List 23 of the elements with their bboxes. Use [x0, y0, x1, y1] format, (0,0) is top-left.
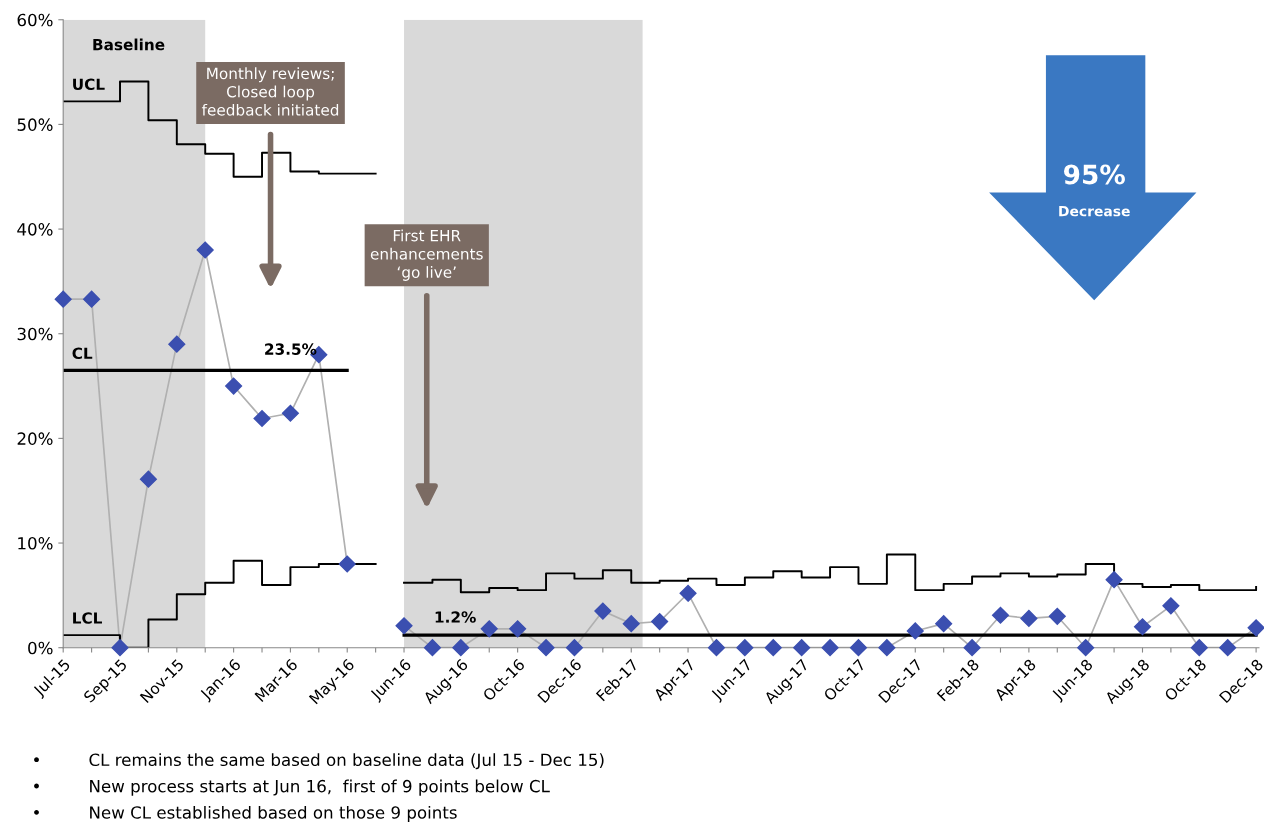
y-tick-label: 50% — [17, 118, 53, 131]
text: New CL established based on those 9 points — [90, 805, 457, 823]
annotation: 95% — [1063, 164, 1125, 185]
y-tick-label: 0% — [28, 641, 53, 655]
series-label: CL — [72, 347, 93, 360]
text: • — [34, 809, 39, 815]
annotation: Baseline — [93, 38, 165, 51]
y-tick-label: 40% — [17, 223, 53, 236]
text: • — [34, 783, 39, 789]
y-tick-label: 20% — [17, 432, 53, 445]
y-tick-label: 30% — [17, 327, 53, 341]
annotation: 23.5% — [265, 343, 317, 355]
annotation: Monthly reviews; Closed loop feedback initiated — [201, 67, 339, 116]
y-tick-label: 10% — [18, 537, 53, 550]
annotation: Decrease — [1059, 206, 1130, 217]
annotation: 1.2% — [435, 611, 476, 623]
text: CL remains the same based on baseline data (Jul 15 - Dec 15) — [89, 753, 604, 770]
annotation: First EHR enhancements ‘go live’ — [370, 229, 483, 281]
series-label: LCL — [73, 612, 102, 624]
y-tick-label: 60% — [17, 13, 53, 27]
text: • — [34, 757, 39, 763]
series-label: UCL — [73, 78, 105, 91]
text: New process starts at Jun 16, first of 9 points below CL — [90, 779, 550, 796]
